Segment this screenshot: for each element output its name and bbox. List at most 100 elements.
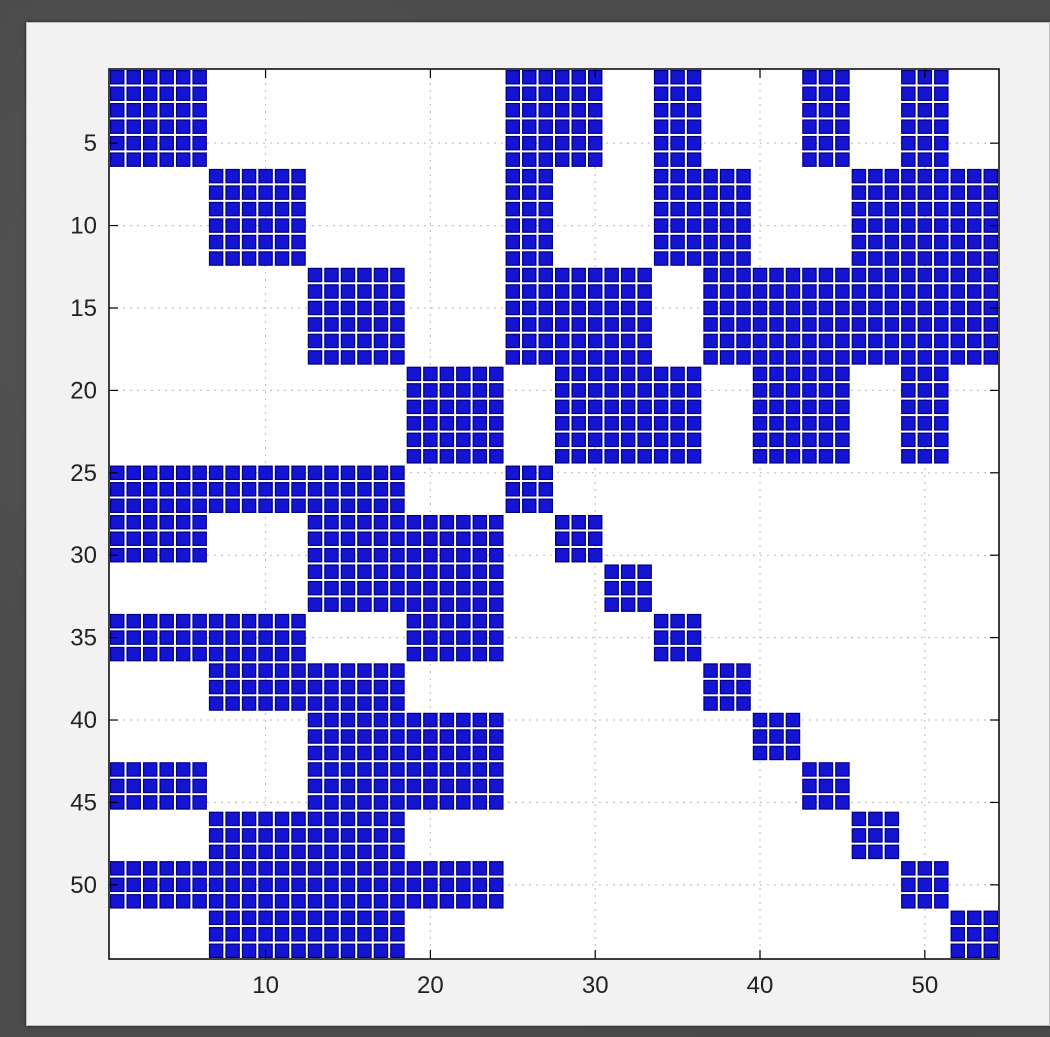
nonzero-marker (620, 350, 636, 365)
nonzero-marker (472, 547, 488, 563)
nonzero-marker (620, 580, 636, 596)
nonzero-marker (225, 894, 240, 909)
nonzero-marker (225, 844, 240, 860)
nonzero-marker (406, 729, 422, 744)
nonzero-marker (752, 350, 768, 365)
nonzero-marker (818, 762, 834, 777)
nonzero-marker (901, 317, 916, 332)
nonzero-marker (901, 284, 916, 299)
nonzero-marker (439, 531, 455, 546)
nonzero-marker (307, 894, 323, 909)
nonzero-marker (802, 135, 817, 151)
nonzero-marker (604, 432, 619, 448)
nonzero-marker (950, 185, 966, 200)
nonzero-marker (241, 894, 257, 909)
nonzero-marker (307, 333, 323, 349)
nonzero-marker (357, 844, 372, 860)
nonzero-marker (258, 877, 273, 893)
nonzero-marker (307, 943, 323, 959)
nonzero-marker (142, 69, 158, 85)
nonzero-marker (950, 927, 966, 942)
nonzero-marker (258, 894, 273, 909)
nonzero-marker (554, 152, 570, 167)
nonzero-marker (587, 366, 603, 382)
nonzero-marker (934, 251, 949, 266)
nonzero-marker (703, 696, 718, 711)
nonzero-marker (340, 547, 356, 563)
nonzero-marker (357, 564, 372, 579)
nonzero-marker (884, 267, 900, 283)
nonzero-marker (175, 547, 191, 563)
nonzero-marker (340, 317, 356, 332)
nonzero-marker (225, 646, 240, 662)
nonzero-marker (142, 135, 158, 151)
nonzero-marker (522, 300, 537, 316)
nonzero-marker (835, 762, 850, 777)
nonzero-marker (225, 828, 240, 843)
nonzero-marker (307, 597, 323, 612)
nonzero-marker (571, 366, 586, 382)
nonzero-marker (736, 679, 751, 695)
nonzero-marker (472, 762, 488, 777)
nonzero-marker (703, 185, 718, 200)
nonzero-marker (752, 383, 768, 398)
nonzero-marker (142, 762, 158, 777)
nonzero-marker (934, 432, 949, 448)
nonzero-marker (390, 861, 405, 876)
nonzero-marker (917, 234, 933, 250)
nonzero-marker (390, 778, 405, 794)
nonzero-marker (340, 745, 356, 761)
nonzero-marker (587, 333, 603, 349)
nonzero-marker (373, 284, 389, 299)
nonzero-marker (241, 218, 257, 233)
nonzero-marker (142, 465, 158, 481)
nonzero-marker (670, 102, 685, 118)
nonzero-marker (835, 102, 850, 118)
nonzero-marker (769, 729, 784, 744)
nonzero-marker (192, 630, 207, 645)
nonzero-marker (423, 515, 438, 530)
nonzero-marker (126, 762, 141, 777)
nonzero-marker (423, 877, 438, 893)
nonzero-marker (901, 86, 916, 101)
nonzero-marker (406, 597, 422, 612)
nonzero-marker (373, 762, 389, 777)
nonzero-marker (752, 267, 768, 283)
nonzero-marker (686, 69, 702, 85)
nonzero-marker (406, 630, 422, 645)
nonzero-marker (390, 284, 405, 299)
nonzero-marker (967, 350, 982, 365)
nonzero-marker (324, 482, 339, 497)
nonzero-marker (769, 399, 784, 415)
nonzero-marker (472, 613, 488, 629)
nonzero-marker (274, 201, 290, 217)
nonzero-marker (835, 350, 850, 365)
nonzero-marker (357, 943, 372, 959)
nonzero-marker (587, 416, 603, 431)
nonzero-marker (785, 383, 801, 398)
nonzero-marker (719, 300, 735, 316)
nonzero-marker (653, 383, 669, 398)
nonzero-marker (159, 547, 174, 563)
nonzero-marker (769, 284, 784, 299)
nonzero-marker (126, 894, 141, 909)
nonzero-marker (324, 498, 339, 514)
axis-layer: 10 20 30 40 50 5 10 15 20 25 30 35 40 45 50 (70, 69, 999, 999)
nonzero-marker (291, 844, 306, 860)
nonzero-marker (670, 432, 685, 448)
nonzero-marker (208, 465, 224, 481)
nonzero-marker (324, 828, 339, 843)
nonzero-marker (291, 927, 306, 942)
nonzero-marker (703, 201, 718, 217)
nonzero-marker (571, 102, 586, 118)
nonzero-marker (439, 547, 455, 563)
nonzero-marker (851, 350, 867, 365)
nonzero-marker (175, 515, 191, 530)
nonzero-marker (472, 745, 488, 761)
nonzero-marker (818, 333, 834, 349)
nonzero-marker (472, 894, 488, 909)
nonzero-marker (818, 366, 834, 382)
nonzero-marker (406, 894, 422, 909)
nonzero-marker (373, 861, 389, 876)
nonzero-marker (357, 712, 372, 728)
